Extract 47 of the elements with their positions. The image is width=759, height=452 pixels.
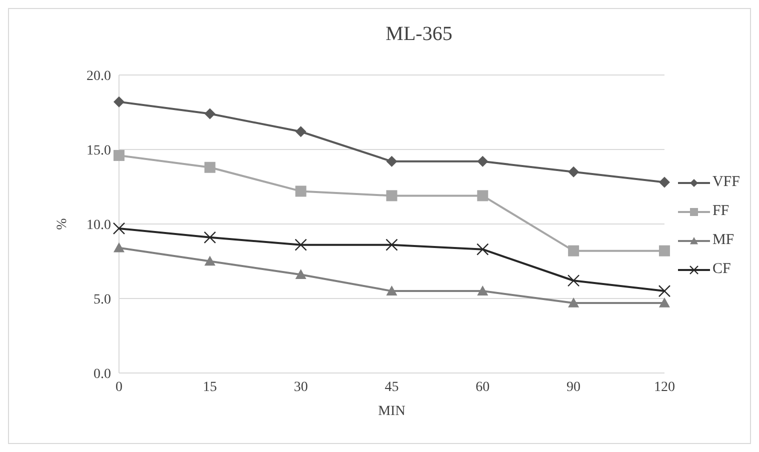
point [112,222,126,235]
point [658,176,670,188]
chart-title: ML-365 [384,23,454,46]
x-tick-label: 60 [476,380,490,395]
y-tick-label: 5.0 [94,292,111,308]
point [476,243,489,256]
point [204,231,216,244]
legend-label: VFF [712,174,740,191]
point [204,256,216,266]
x-tick-label: 120 [654,380,675,395]
y-tick-label: 10.0 [86,218,111,233]
point [294,238,307,251]
point [658,245,670,256]
y-tick-label: 20.0 [86,68,111,84]
point [114,96,124,108]
point [114,150,124,161]
point [295,269,306,280]
y-tick-label: 15.0 [86,143,111,158]
point [386,238,398,251]
point [477,190,488,202]
point [567,274,580,287]
x-tick-label: 0 [116,380,122,395]
point [204,108,216,120]
x-axis-title: MIN [378,404,406,419]
x-tick-label: 15 [202,380,217,395]
point [114,242,124,252]
point [658,297,670,308]
legend-label: FF [712,203,730,220]
x-tick-label: 30 [294,380,308,395]
point [295,126,306,138]
point [477,156,488,167]
point [295,186,306,197]
y-tick-label: 0.0 [94,366,111,382]
point [386,156,398,167]
x-tick-label: 90 [566,380,581,395]
legend-label: MF [712,232,734,249]
point [568,245,580,256]
point [386,286,398,296]
point [477,286,488,296]
point [658,284,671,298]
x-tick-label: 45 [384,380,399,395]
point [386,190,398,202]
point [568,166,580,178]
point [568,297,580,308]
point [204,162,216,173]
legend-label: CF [712,261,731,278]
y-axis-title: % [54,218,70,230]
